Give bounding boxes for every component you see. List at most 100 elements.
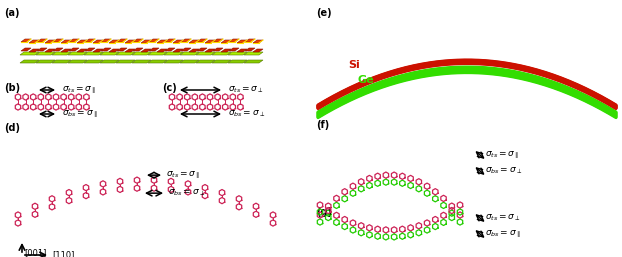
Polygon shape <box>157 40 167 43</box>
Polygon shape <box>68 60 87 63</box>
Polygon shape <box>197 48 207 51</box>
Polygon shape <box>205 49 215 52</box>
Polygon shape <box>149 48 159 51</box>
Polygon shape <box>245 48 255 51</box>
Polygon shape <box>45 40 55 43</box>
Polygon shape <box>84 60 103 63</box>
Polygon shape <box>237 40 247 43</box>
Polygon shape <box>116 60 135 63</box>
Polygon shape <box>205 40 215 43</box>
Polygon shape <box>196 52 215 55</box>
Text: $\sigma_{ts}=\sigma_{\perp}$: $\sigma_{ts}=\sigma_{\perp}$ <box>228 85 264 95</box>
Polygon shape <box>21 39 31 42</box>
Polygon shape <box>29 49 39 52</box>
Text: (a): (a) <box>4 8 19 18</box>
Polygon shape <box>77 40 87 43</box>
Polygon shape <box>117 39 127 42</box>
Polygon shape <box>189 49 199 52</box>
Polygon shape <box>100 60 119 63</box>
Polygon shape <box>213 48 223 51</box>
Text: $\sigma_{bs}=\sigma_{\perp}$: $\sigma_{bs}=\sigma_{\perp}$ <box>168 188 205 198</box>
Polygon shape <box>165 39 175 42</box>
Polygon shape <box>53 39 63 42</box>
Polygon shape <box>228 52 247 55</box>
Polygon shape <box>165 48 175 51</box>
Polygon shape <box>237 49 247 52</box>
Polygon shape <box>149 39 159 42</box>
Polygon shape <box>109 49 119 52</box>
Polygon shape <box>212 60 231 63</box>
Text: [001]: [001] <box>24 248 47 257</box>
Polygon shape <box>229 39 239 42</box>
Polygon shape <box>181 39 191 42</box>
Polygon shape <box>77 49 87 52</box>
Polygon shape <box>84 52 103 55</box>
Polygon shape <box>181 48 191 51</box>
Polygon shape <box>116 52 135 55</box>
Polygon shape <box>93 49 103 52</box>
Text: (d): (d) <box>4 123 20 133</box>
Polygon shape <box>20 60 39 63</box>
Polygon shape <box>100 52 119 55</box>
Polygon shape <box>212 52 231 55</box>
Polygon shape <box>180 60 199 63</box>
Text: $\sigma_{bs}=\sigma_{\perp}$: $\sigma_{bs}=\sigma_{\perp}$ <box>485 166 522 176</box>
Polygon shape <box>164 52 183 55</box>
Polygon shape <box>21 48 31 51</box>
Polygon shape <box>228 60 247 63</box>
Polygon shape <box>221 40 231 43</box>
Text: Ge: Ge <box>358 75 374 85</box>
Polygon shape <box>101 48 111 51</box>
Polygon shape <box>253 40 263 43</box>
Polygon shape <box>117 48 127 51</box>
Text: $\sigma_{ts}=\sigma_{\parallel}$: $\sigma_{ts}=\sigma_{\parallel}$ <box>485 150 519 161</box>
Text: (f): (f) <box>316 120 329 130</box>
Text: $\sigma_{ts}=\sigma_{\perp}$: $\sigma_{ts}=\sigma_{\perp}$ <box>485 213 521 223</box>
Polygon shape <box>221 49 231 52</box>
Polygon shape <box>245 39 255 42</box>
Polygon shape <box>189 40 199 43</box>
Polygon shape <box>229 48 239 51</box>
Polygon shape <box>93 40 103 43</box>
Polygon shape <box>36 60 55 63</box>
Polygon shape <box>197 39 207 42</box>
Polygon shape <box>157 49 167 52</box>
Polygon shape <box>37 39 47 42</box>
Polygon shape <box>52 60 71 63</box>
Polygon shape <box>29 40 39 43</box>
Text: $\sigma_{ts}=\sigma_{\parallel}$: $\sigma_{ts}=\sigma_{\parallel}$ <box>62 85 96 96</box>
Polygon shape <box>173 40 183 43</box>
Polygon shape <box>37 48 47 51</box>
Polygon shape <box>125 40 135 43</box>
Polygon shape <box>148 60 167 63</box>
Polygon shape <box>69 39 79 42</box>
Text: Si: Si <box>348 60 360 70</box>
Polygon shape <box>253 49 263 52</box>
Polygon shape <box>244 52 263 55</box>
Polygon shape <box>141 49 151 52</box>
Polygon shape <box>53 48 63 51</box>
Polygon shape <box>148 52 167 55</box>
Text: (c): (c) <box>162 83 177 93</box>
Text: $\sigma_{bs}=\sigma_{\perp}$: $\sigma_{bs}=\sigma_{\perp}$ <box>228 109 266 119</box>
Text: $\sigma_{bs}=\sigma_{\parallel}$: $\sigma_{bs}=\sigma_{\parallel}$ <box>62 108 98 120</box>
Polygon shape <box>52 52 71 55</box>
Polygon shape <box>132 52 151 55</box>
Polygon shape <box>133 39 143 42</box>
Polygon shape <box>101 39 111 42</box>
Polygon shape <box>61 49 71 52</box>
Text: [110]: [110] <box>52 251 75 257</box>
Polygon shape <box>196 60 215 63</box>
Polygon shape <box>133 48 143 51</box>
Polygon shape <box>244 60 263 63</box>
Polygon shape <box>85 39 95 42</box>
Text: (g): (g) <box>316 207 332 217</box>
Polygon shape <box>69 48 79 51</box>
Polygon shape <box>213 39 223 42</box>
Polygon shape <box>61 40 71 43</box>
Polygon shape <box>20 52 39 55</box>
Text: $\sigma_{ts}=\sigma_{\parallel}$: $\sigma_{ts}=\sigma_{\parallel}$ <box>166 170 200 181</box>
Polygon shape <box>173 49 183 52</box>
Polygon shape <box>125 49 135 52</box>
Polygon shape <box>85 48 95 51</box>
